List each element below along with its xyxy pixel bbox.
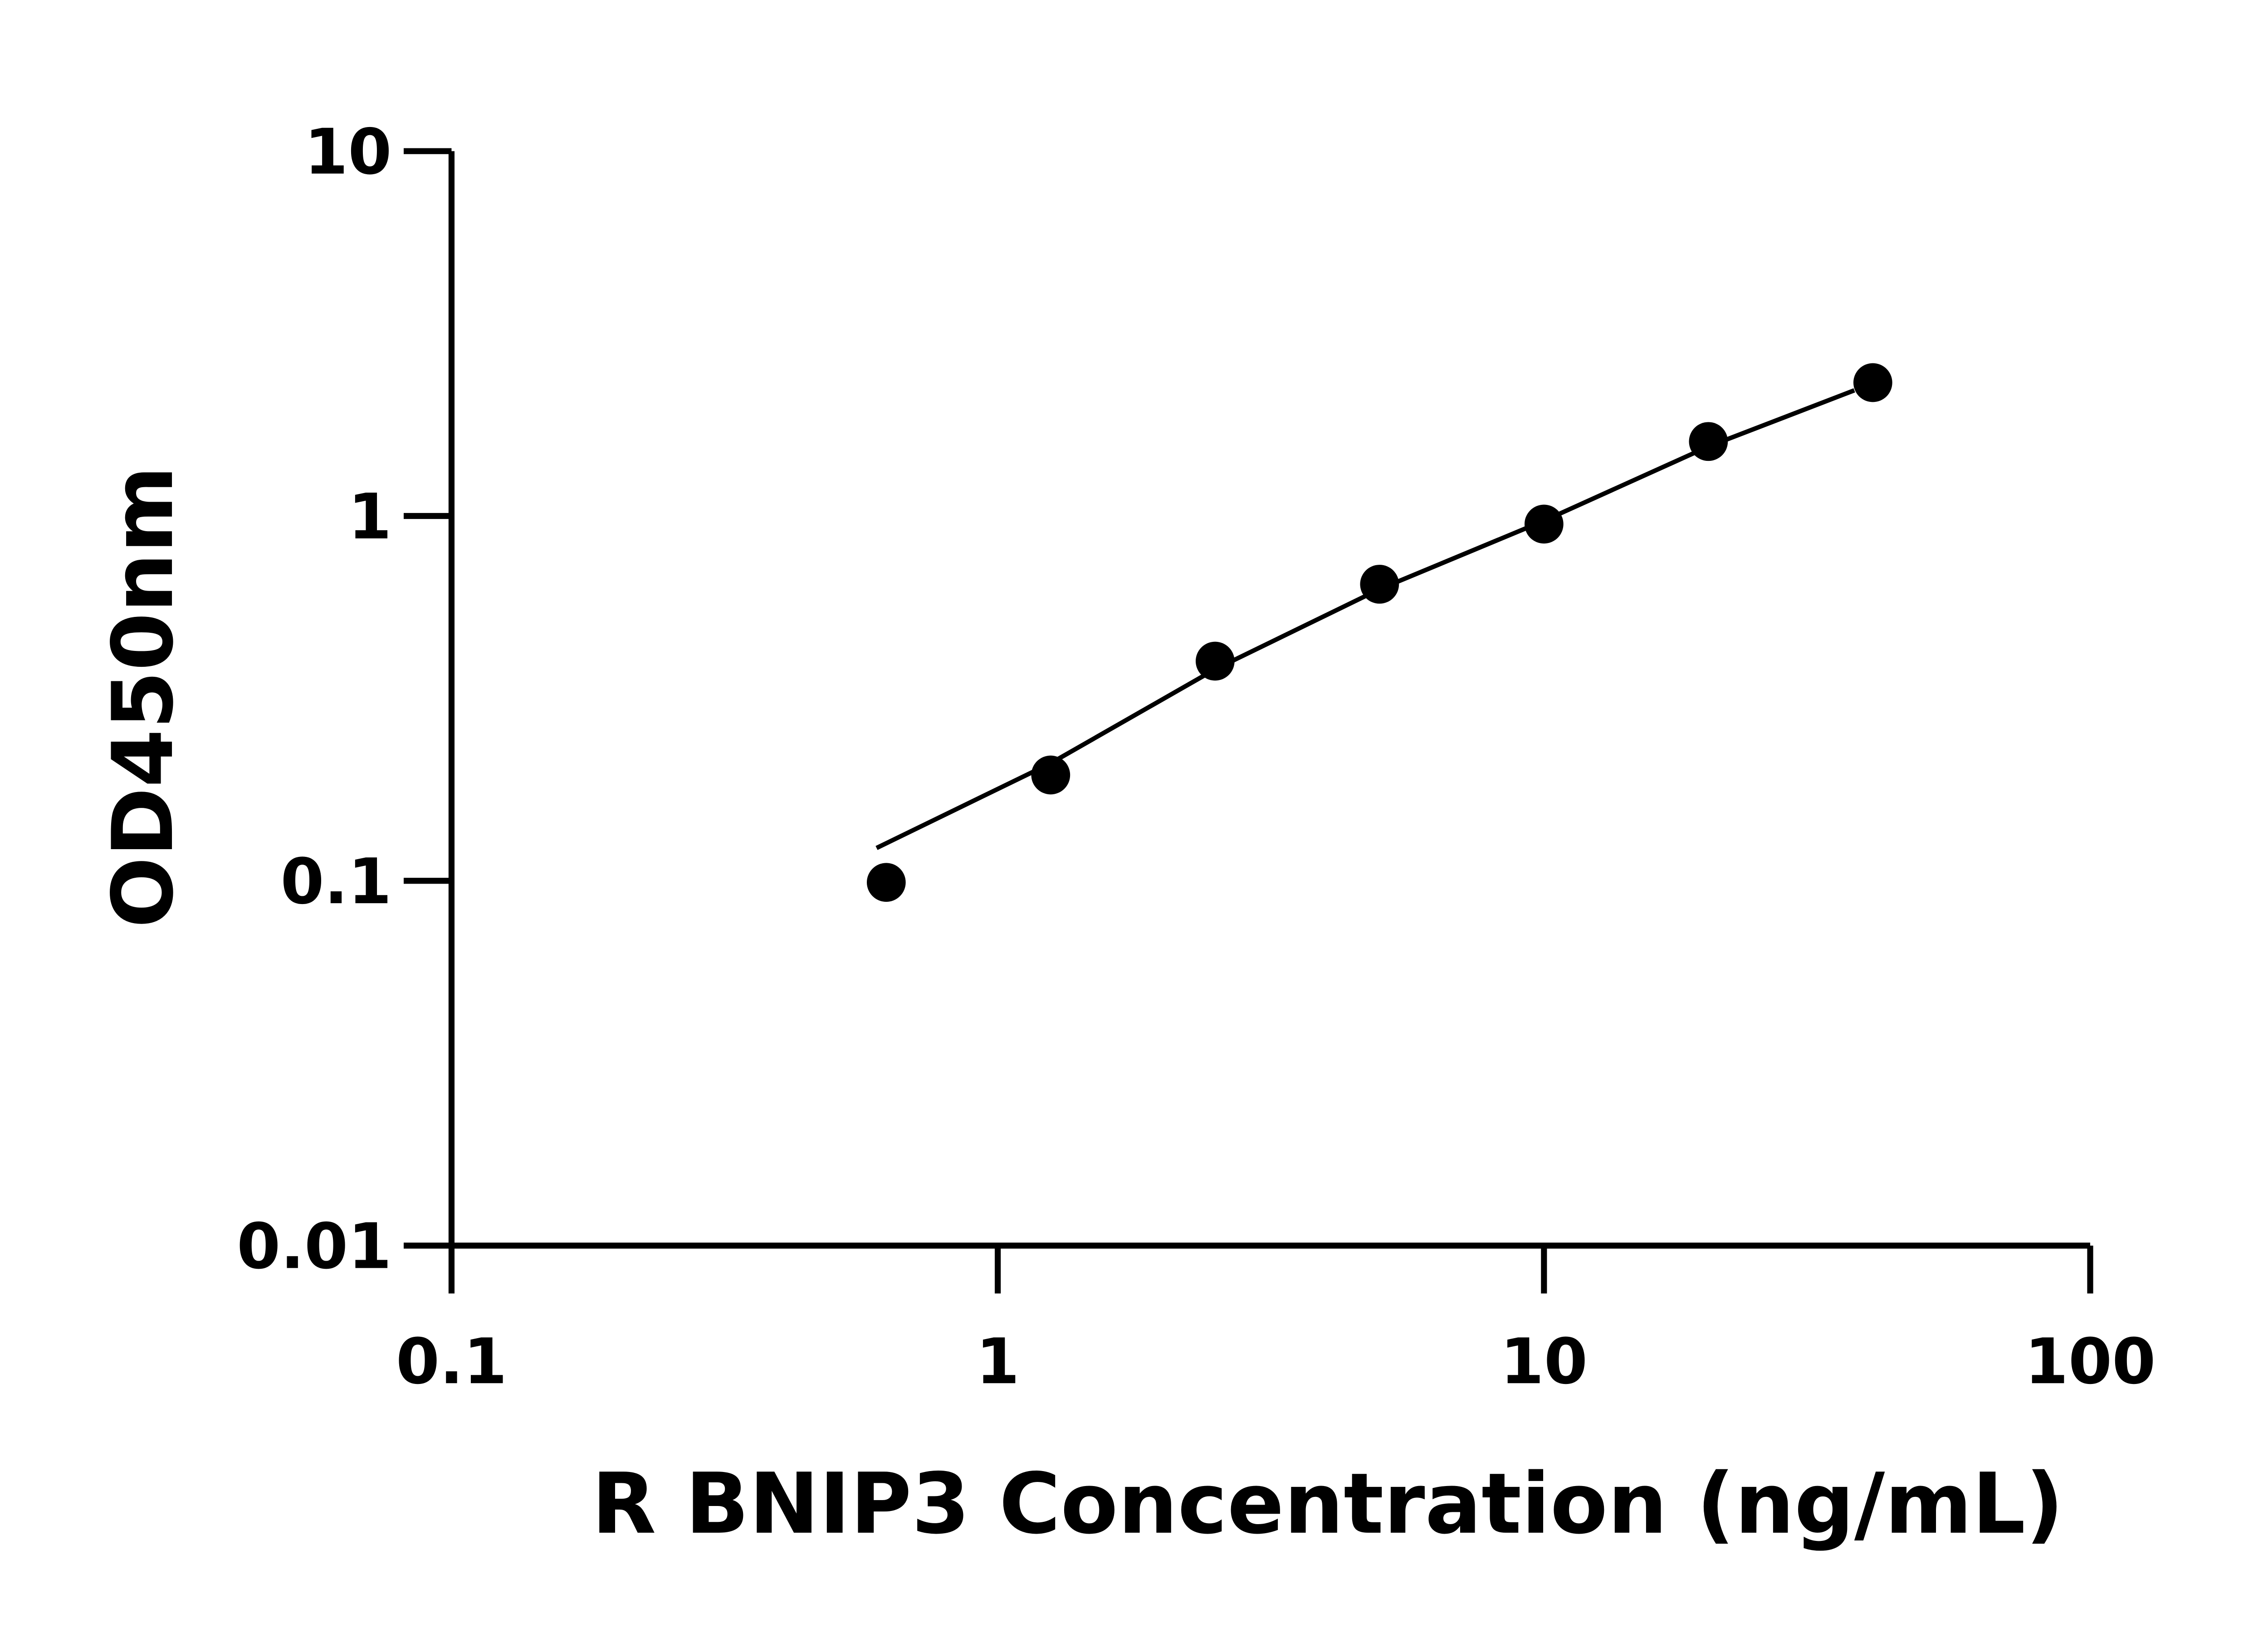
x-tick-label: 100 [2025, 1325, 2156, 1398]
y-axis-label: OD450nm [94, 466, 192, 928]
data-point [1524, 504, 1564, 544]
x-tick-label: 1 [976, 1325, 1019, 1398]
data-point [866, 863, 906, 902]
y-tick-label: 0.01 [237, 1210, 392, 1283]
y-tick-label: 10 [304, 116, 392, 189]
data-point [1689, 422, 1728, 461]
data-point [1853, 363, 1892, 402]
x-axis-label: R BNIP3 Concentration (ng/mL) [591, 1455, 2063, 1553]
data-point [1195, 641, 1235, 681]
data-points [866, 363, 1892, 902]
y-tick-label: 0.1 [280, 845, 391, 918]
data-point [1031, 755, 1070, 795]
axes [448, 151, 2091, 1249]
y-tick-label: 1 [348, 480, 391, 553]
x-tick-label: 0.1 [396, 1325, 507, 1398]
data-point [1360, 565, 1399, 604]
x-tick-label: 10 [1501, 1325, 1588, 1398]
